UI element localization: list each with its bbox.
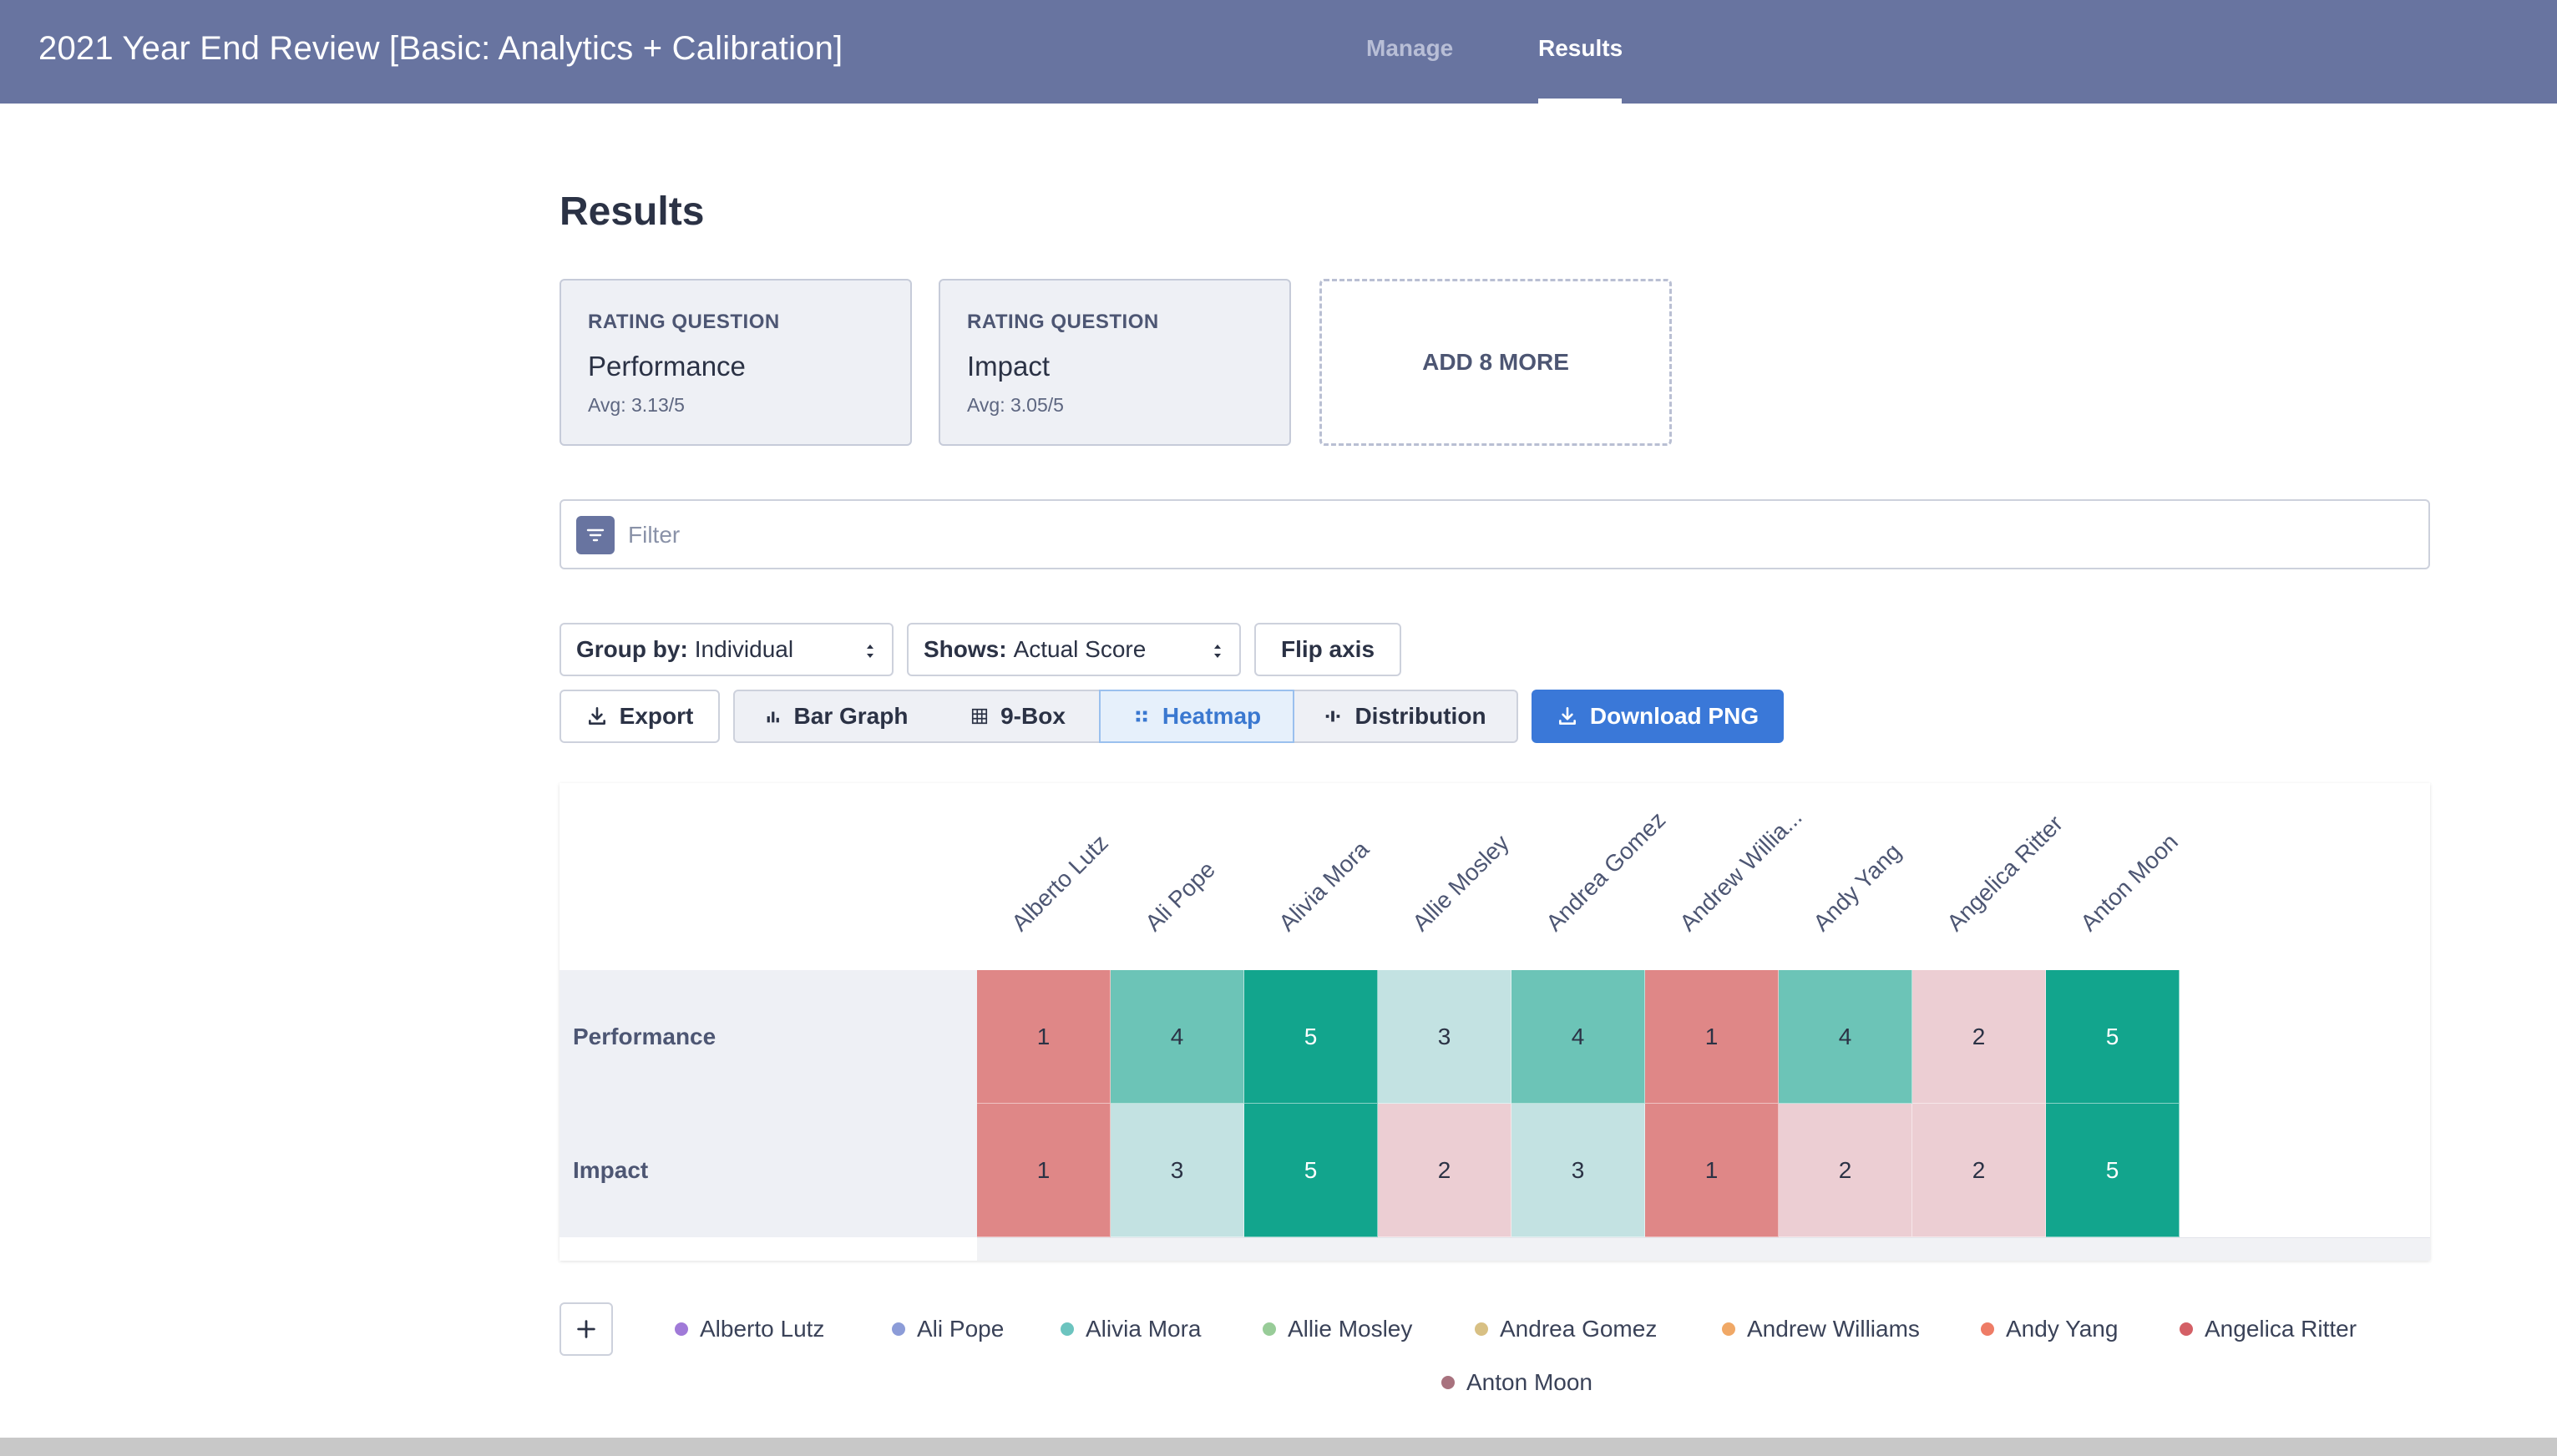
heatmap-cell[interactable]: 3 (1111, 1104, 1244, 1237)
question-card-impact[interactable]: RATING QUESTION Impact Avg: 3.05/5 (939, 279, 1291, 446)
legend-label: Allie Mosley (1288, 1316, 1413, 1342)
legend-item[interactable]: Anton Moon (1441, 1369, 1592, 1396)
tab-results[interactable]: Results (1538, 35, 1623, 61)
add-series-button[interactable] (560, 1302, 613, 1356)
question-type-label: RATING QUESTION (588, 311, 780, 333)
legend-item[interactable]: Alberto Lutz (675, 1316, 824, 1342)
heatmap-cell[interactable]: 4 (1111, 970, 1244, 1104)
legend-color-dot (1981, 1322, 1994, 1336)
heatmap-cell[interactable]: 5 (2046, 970, 2180, 1104)
shows-label: Shows: (924, 636, 1007, 662)
question-average: Avg: 3.05/5 (967, 394, 1064, 416)
legend-color-dot (675, 1322, 688, 1336)
download-png-label: Download PNG (1589, 703, 1760, 729)
nine-box-label: 9-Box (1000, 703, 1066, 729)
heatmap-cell[interactable]: 2 (1779, 1104, 1912, 1237)
heatmap-cell[interactable]: 1 (977, 1104, 1111, 1237)
legend-label: Andrea Gomez (1500, 1316, 1658, 1342)
filter-icon[interactable] (576, 516, 615, 554)
heatmap-label: Heatmap (1162, 703, 1262, 729)
legend-item[interactable]: Ali Pope (892, 1316, 1004, 1342)
legend-label: Andy Yang (2006, 1316, 2119, 1342)
legend-item[interactable]: Angelica Ritter (2180, 1316, 2357, 1342)
group-by-select[interactable]: Group by: Individual (560, 623, 894, 676)
download-icon (588, 706, 605, 725)
add-more-questions-button[interactable]: ADD 8 MORE (1319, 279, 1672, 446)
distribution-view-button[interactable]: Distribution (1293, 690, 1518, 743)
nine-box-view-button[interactable]: 9-Box (937, 690, 1101, 743)
download-icon (1558, 706, 1576, 725)
shows-value: Actual Score (1013, 636, 1147, 662)
export-label: Export (619, 703, 694, 729)
page-title: Results (560, 190, 705, 234)
bar-chart-icon (767, 711, 779, 723)
heatmap-cell[interactable]: 5 (1244, 1104, 1378, 1237)
question-card-performance[interactable]: RATING QUESTION Performance Avg: 3.13/5 (560, 279, 912, 446)
legend-label: Anton Moon (1466, 1369, 1592, 1395)
heatmap-cell[interactable]: 3 (1511, 1104, 1645, 1237)
legend-color-dot (1722, 1322, 1735, 1336)
legend-color-dot (1263, 1322, 1276, 1336)
select-caret-icon (1214, 645, 1221, 658)
legend-label: Ali Pope (917, 1316, 1005, 1342)
app-title: 2021 Year End Review [Basic: Analytics +… (38, 30, 843, 67)
legend-label: Alivia Mora (1086, 1316, 1202, 1342)
question-name: Impact (967, 351, 1051, 382)
legend-color-dot (2180, 1322, 2193, 1336)
legend-item[interactable]: Alivia Mora (1061, 1316, 1201, 1342)
active-tab-indicator (1538, 99, 1622, 104)
question-type-label: RATING QUESTION (967, 311, 1159, 333)
legend-color-dot (892, 1322, 905, 1336)
export-button[interactable]: Export (560, 690, 720, 743)
group-by-label: Group by: (576, 636, 688, 662)
heatmap-cell[interactable]: 3 (1378, 970, 1511, 1104)
filter-bar (560, 499, 2430, 569)
heatmap-cell[interactable]: 5 (2046, 1104, 2180, 1237)
filter-input[interactable] (628, 511, 2382, 559)
plus-icon (577, 1320, 595, 1338)
window-bottom-edge (0, 1438, 2557, 1456)
question-name: Performance (588, 351, 746, 382)
tab-manage[interactable]: Manage (1366, 35, 1454, 61)
heatmap-cell[interactable]: 2 (1912, 1104, 2046, 1237)
heatmap-icon (1136, 710, 1147, 722)
legend-item[interactable]: Allie Mosley (1263, 1316, 1412, 1342)
grid-icon (972, 708, 988, 725)
legend-color-dot (1061, 1322, 1074, 1336)
heatmap-cell[interactable]: 2 (1378, 1104, 1511, 1237)
legend-item[interactable]: Andrew Williams (1722, 1316, 1920, 1342)
legend-color-dot (1441, 1376, 1455, 1389)
legend-item[interactable]: Andrea Gomez (1475, 1316, 1657, 1342)
bar-graph-view-button[interactable]: Bar Graph (733, 690, 939, 743)
top-bar: 2021 Year End Review [Basic: Analytics +… (0, 0, 2557, 104)
flip-axis-button[interactable]: Flip axis (1254, 623, 1401, 676)
heatmap-cell[interactable]: 4 (1511, 970, 1645, 1104)
legend-label: Alberto Lutz (700, 1316, 825, 1342)
heatmap-cell[interactable]: 1 (1645, 1104, 1779, 1237)
shows-select[interactable]: Shows: Actual Score (907, 623, 1241, 676)
heatmap-cell[interactable]: 2 (1912, 970, 2046, 1104)
select-caret-icon (867, 645, 873, 658)
heatmap-view-button[interactable]: Heatmap (1099, 690, 1294, 743)
legend-item[interactable]: Andy Yang (1981, 1316, 2118, 1342)
legend-color-dot (1475, 1322, 1488, 1336)
horizontal-scrollbar[interactable] (977, 1237, 2430, 1261)
group-by-value: Individual (694, 636, 794, 662)
question-average: Avg: 3.13/5 (588, 394, 685, 416)
heatmap-row-label-impact: Impact (560, 1104, 977, 1237)
bar-graph-label: Bar Graph (793, 703, 909, 729)
heatmap-cell[interactable]: 1 (977, 970, 1111, 1104)
heatmap-cell[interactable]: 4 (1779, 970, 1912, 1104)
heatmap-cell[interactable]: 5 (1244, 970, 1378, 1104)
download-png-button[interactable]: Download PNG (1532, 690, 1784, 743)
distribution-label: Distribution (1354, 703, 1486, 729)
legend-label: Andrew Williams (1747, 1316, 1920, 1342)
legend-label: Angelica Ritter (2205, 1316, 2357, 1342)
distribution-icon (1326, 710, 1340, 722)
heatmap-cell[interactable]: 1 (1645, 970, 1779, 1104)
heatmap-row-label-performance: Performance (560, 970, 977, 1104)
